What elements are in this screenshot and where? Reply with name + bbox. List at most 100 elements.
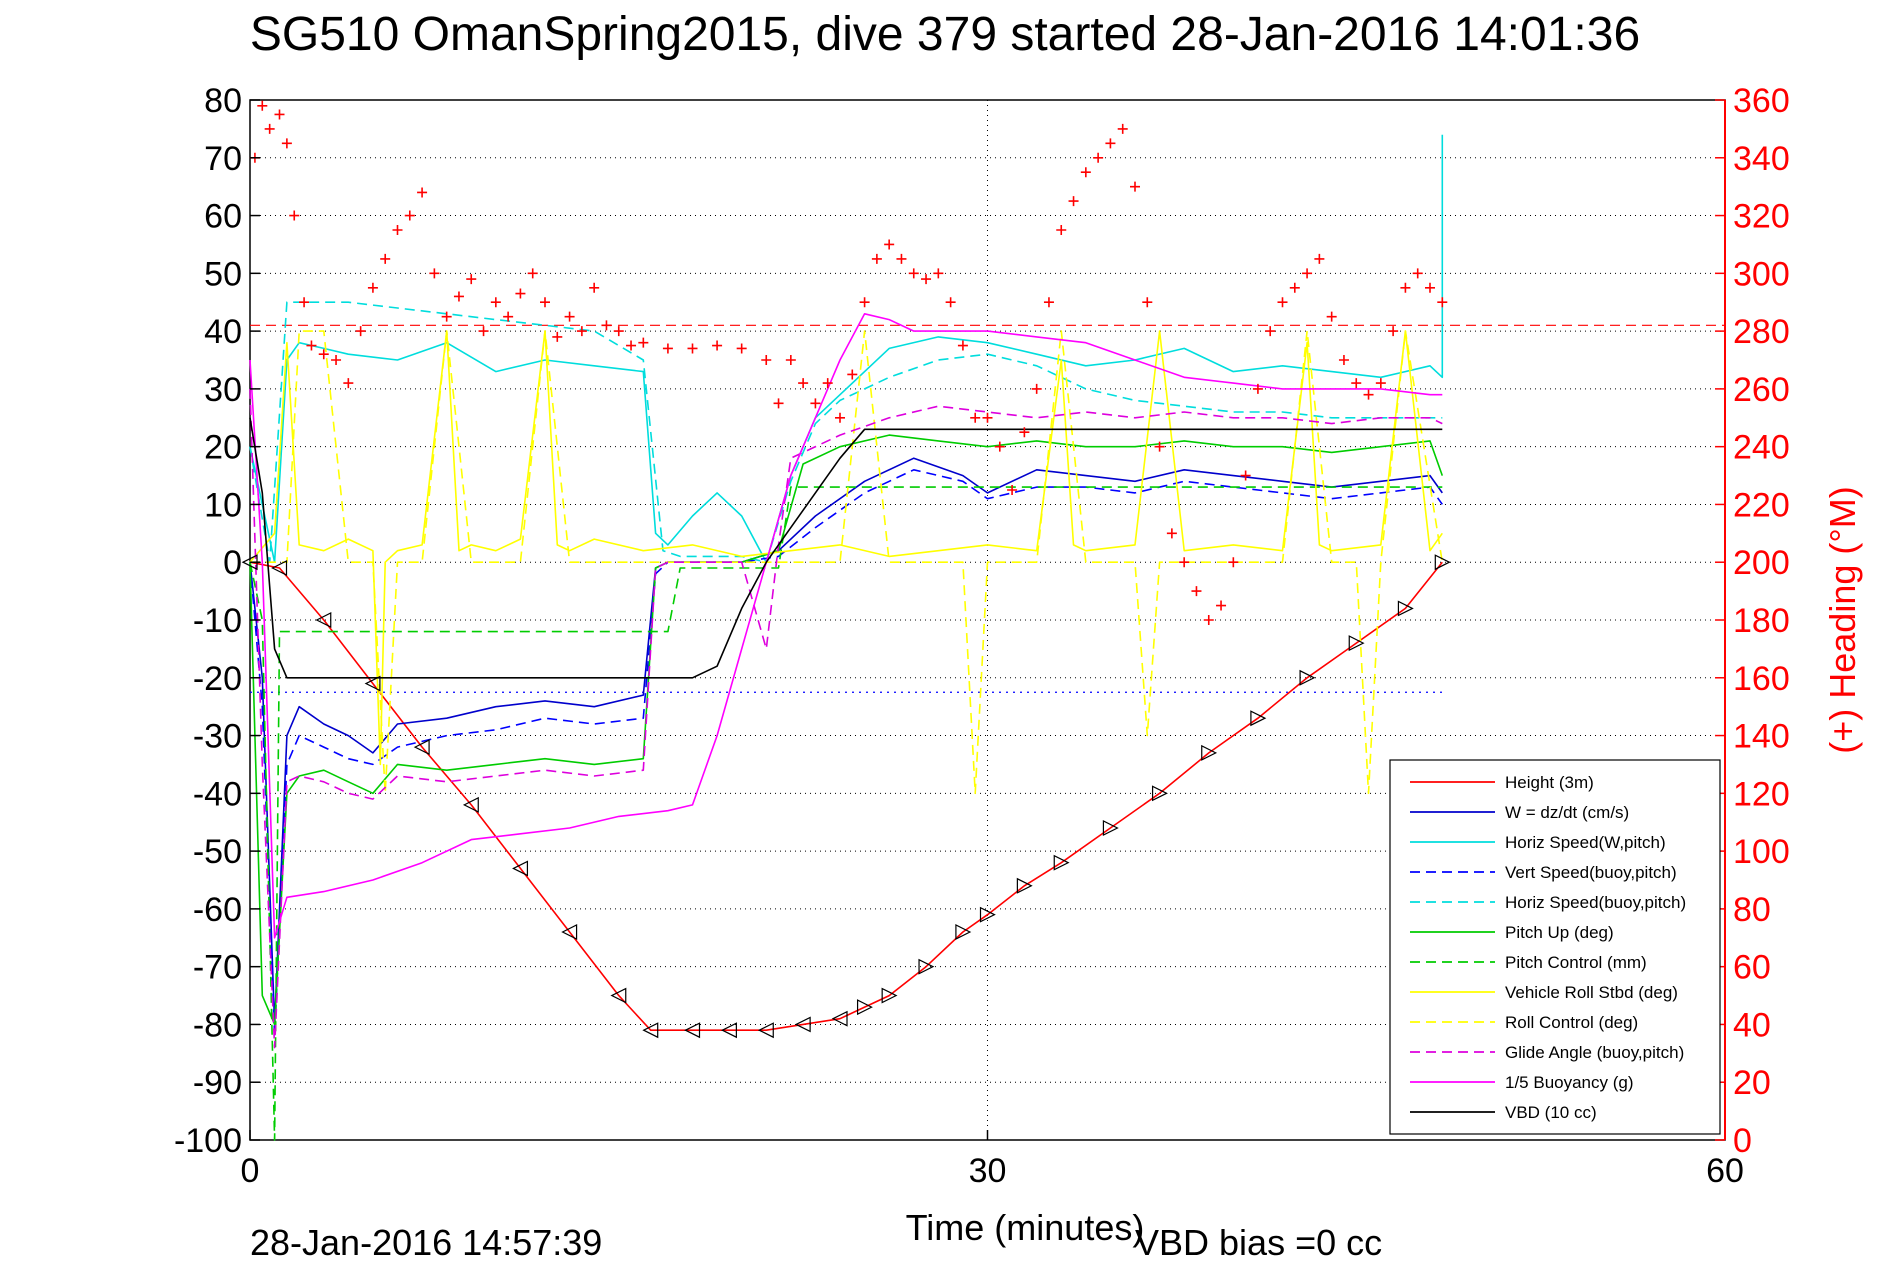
legend-label: 1/5 Buoyancy (g) — [1505, 1073, 1634, 1092]
height-marker — [757, 1022, 774, 1039]
heading-point — [798, 378, 809, 389]
series-1-5-buoyancy-g — [249, 312, 1443, 939]
legend-label: Vehicle Roll Stbd (deg) — [1505, 983, 1678, 1002]
footer-timestamp: 28-Jan-2016 14:57:39 — [250, 1222, 602, 1262]
height-marker — [512, 860, 529, 877]
heading-point — [490, 297, 501, 308]
heading-point — [367, 282, 378, 293]
y-axis-right: 3603403203002802602402202001801601401201… — [1715, 82, 1790, 1160]
height-marker — [955, 924, 972, 940]
y2-tick-label: 360 — [1733, 82, 1790, 120]
y-tick-label: 0 — [223, 544, 242, 582]
y2-tick-label: 0 — [1733, 1122, 1752, 1160]
y2-tick-label: 220 — [1733, 486, 1790, 524]
y-tick-label: 80 — [204, 82, 242, 120]
series-vbd-10-cc — [249, 417, 1443, 679]
heading-point — [1105, 138, 1116, 149]
height-marker — [1397, 600, 1414, 617]
heading-point — [380, 253, 391, 264]
heading-point — [274, 109, 285, 120]
height-marker — [979, 906, 996, 923]
height-marker — [684, 1022, 701, 1039]
height-marker — [462, 796, 479, 813]
heading-point — [564, 311, 575, 322]
heading-point — [1068, 196, 1079, 207]
height-marker — [918, 958, 935, 975]
heading-point — [1093, 152, 1104, 163]
legend: Height (3m) W = dz/dt (cm/s) Horiz Speed(W… — [1389, 759, 1721, 1135]
heading-point — [1302, 268, 1313, 279]
y2-tick-label: 180 — [1733, 602, 1790, 640]
marker-layer — [241, 554, 1451, 1039]
y2-tick-label: 40 — [1733, 1006, 1771, 1044]
y-tick-label: -70 — [193, 949, 242, 987]
y2-tick-label: 80 — [1733, 891, 1771, 929]
heading-point — [1265, 326, 1276, 337]
height-marker — [1250, 710, 1267, 727]
heading-point — [281, 138, 292, 149]
series-horiz-speed-buoy-pitch — [249, 301, 1443, 564]
y-tick-label: 30 — [204, 371, 242, 409]
y2-tick-label: 160 — [1733, 660, 1790, 698]
y-axis-left: 80 70 60 50 40 30 20 10 0 -10 -20 -30 -40 -50 -60 -70 -8… — [174, 82, 260, 1160]
heading-point — [1228, 557, 1239, 568]
heading-point — [1314, 253, 1325, 264]
heading-point — [859, 297, 870, 308]
reference-lines — [250, 324, 1725, 693]
heading-point — [662, 343, 673, 354]
heading-point — [1277, 297, 1288, 308]
y-tick-label: -30 — [193, 718, 242, 756]
y-tick-label: 50 — [204, 255, 242, 293]
height-marker — [794, 1016, 811, 1033]
heading-point — [257, 100, 268, 111]
heading-point — [1043, 297, 1054, 308]
heading-point — [712, 340, 723, 351]
heading-point — [1326, 311, 1337, 322]
heading-point — [478, 326, 489, 337]
heading-point — [773, 398, 784, 409]
y2-axis-label: (+) Heading (°M) — [1822, 486, 1863, 753]
heading-point — [1425, 282, 1435, 293]
heading-point — [945, 297, 956, 308]
heading-point — [1375, 378, 1386, 389]
y2-tick-label: 20 — [1733, 1064, 1771, 1102]
legend-label: VBD (10 cc) — [1505, 1103, 1597, 1122]
heading-point — [576, 326, 587, 337]
heading-point — [1191, 586, 1202, 597]
heading-point — [994, 441, 1005, 452]
heading-point — [417, 187, 428, 198]
y2-tick-label: 320 — [1733, 198, 1790, 236]
heading-point — [1412, 268, 1423, 279]
heading-point — [343, 378, 354, 389]
heading-point — [1437, 297, 1448, 308]
legend-label: Pitch Up (deg) — [1505, 923, 1614, 942]
y-tick-label: -90 — [193, 1064, 242, 1102]
legend-label: Roll Control (deg) — [1505, 1013, 1638, 1032]
heading-point — [871, 253, 882, 264]
x-tick-label: 30 — [969, 1152, 1007, 1190]
heading-point — [1080, 167, 1091, 178]
y2-tick-label: 100 — [1733, 833, 1790, 871]
heading-point — [1142, 297, 1153, 308]
x-axis-label: Time (minutes) — [906, 1207, 1145, 1248]
heading-point — [601, 320, 612, 331]
y2-tick-label: 140 — [1733, 718, 1790, 756]
series-height-3m — [249, 561, 1443, 1031]
heading-point — [933, 268, 944, 279]
chart-title: SG510 OmanSpring2015, dive 379 started 2… — [250, 8, 1640, 61]
series-pitch-control-mm — [249, 486, 1443, 1141]
x-tick-label: 60 — [1706, 1152, 1744, 1190]
legend-label: Glide Angle (buoy,pitch) — [1505, 1043, 1684, 1062]
heading-point — [466, 274, 477, 285]
heading-point — [810, 398, 821, 409]
heading-point — [613, 326, 624, 337]
y-tick-label: -40 — [193, 775, 242, 813]
footer-vbd-bias: VBD bias =0 cc — [1135, 1222, 1382, 1262]
heading-point — [1117, 123, 1128, 134]
heading-point — [404, 210, 415, 221]
legend-label: Pitch Control (mm) — [1505, 953, 1647, 972]
x-axis: 0 30 60 — [241, 1130, 1744, 1190]
heading-point — [264, 123, 275, 134]
heading-point — [318, 349, 329, 360]
